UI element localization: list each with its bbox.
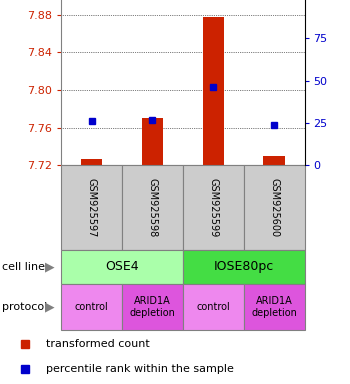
Text: protocol: protocol xyxy=(2,302,47,312)
Text: OSE4: OSE4 xyxy=(105,260,139,273)
Bar xyxy=(244,165,304,250)
Text: GSM925597: GSM925597 xyxy=(87,178,97,237)
Text: control: control xyxy=(196,302,230,312)
Bar xyxy=(203,17,224,165)
Text: ▶: ▶ xyxy=(45,260,54,273)
Text: cell line: cell line xyxy=(2,262,45,272)
Text: ARID1A
depletion: ARID1A depletion xyxy=(130,296,175,318)
Bar xyxy=(61,165,122,250)
Bar xyxy=(142,118,163,165)
Text: GSM925599: GSM925599 xyxy=(208,178,218,237)
Bar xyxy=(81,159,102,165)
Text: GSM925600: GSM925600 xyxy=(269,178,279,237)
Text: GSM925598: GSM925598 xyxy=(147,178,158,237)
Text: percentile rank within the sample: percentile rank within the sample xyxy=(46,364,233,374)
Text: IOSE80pc: IOSE80pc xyxy=(214,260,274,273)
Bar xyxy=(122,284,183,330)
Text: transformed count: transformed count xyxy=(46,339,149,349)
Bar xyxy=(264,156,285,165)
Bar xyxy=(61,284,122,330)
Bar xyxy=(244,284,304,330)
Text: ▶: ▶ xyxy=(45,301,54,314)
Bar xyxy=(183,250,304,284)
Text: control: control xyxy=(75,302,108,312)
Bar xyxy=(122,165,183,250)
Bar xyxy=(61,250,183,284)
Bar xyxy=(183,284,244,330)
Text: ARID1A
depletion: ARID1A depletion xyxy=(251,296,297,318)
Bar xyxy=(183,165,244,250)
